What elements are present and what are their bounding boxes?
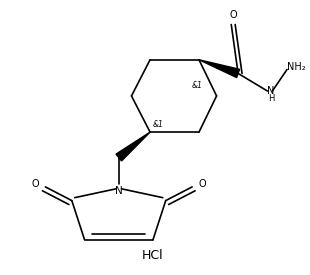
Polygon shape [199, 60, 240, 78]
Polygon shape [116, 132, 150, 161]
Text: HCl: HCl [142, 249, 164, 262]
Text: N: N [115, 186, 123, 196]
Text: N: N [268, 86, 275, 96]
Text: NH₂: NH₂ [287, 62, 306, 72]
Text: O: O [198, 179, 206, 189]
Text: O: O [32, 179, 40, 189]
Text: H: H [268, 94, 275, 103]
Text: &1: &1 [192, 81, 203, 90]
Text: O: O [229, 10, 237, 20]
Text: &1: &1 [153, 120, 164, 129]
